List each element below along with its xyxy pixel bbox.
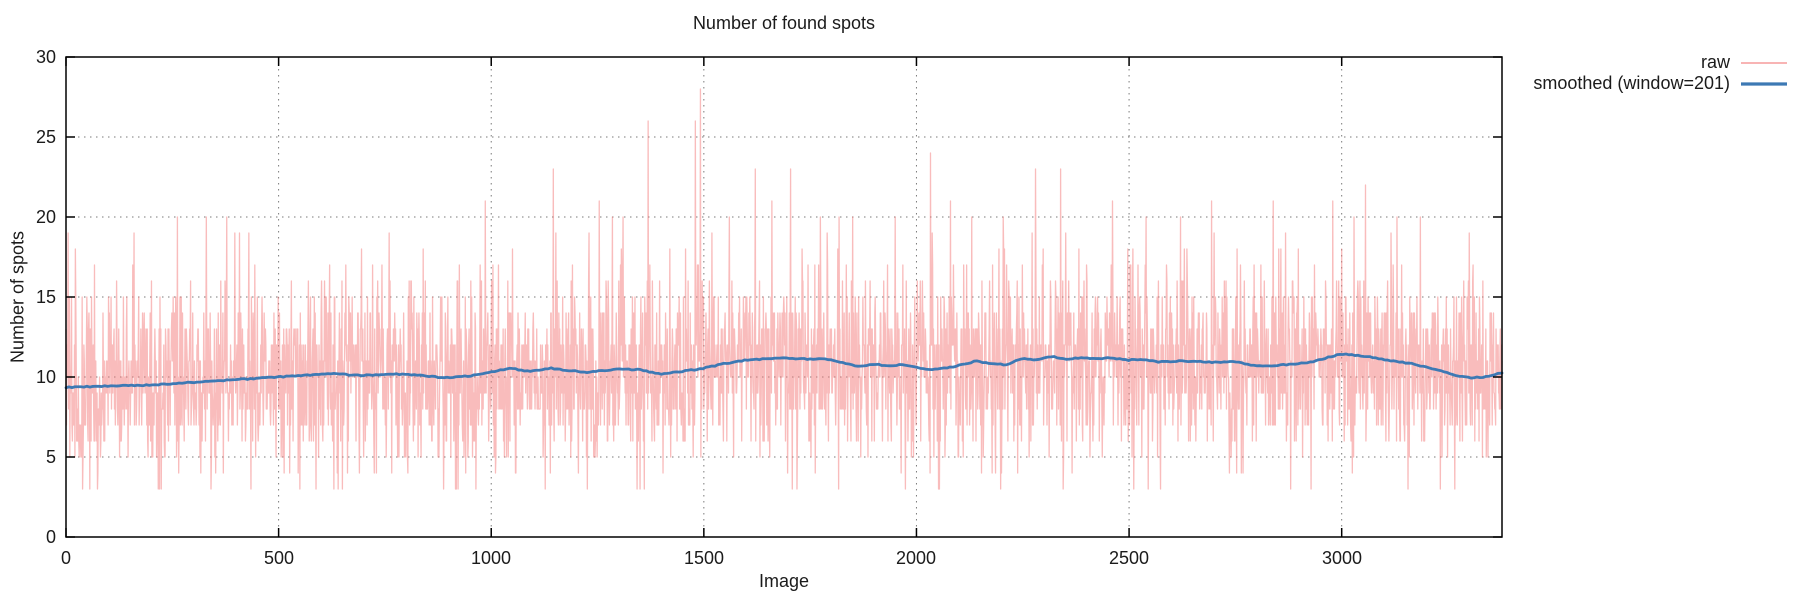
x-tick-label-2500: 2500 [1108, 548, 1150, 568]
y-tick-label-25: 25 [35, 127, 56, 147]
x-axis-title: Image [758, 571, 810, 591]
smoothed-line-sample-icon [1741, 81, 1787, 86]
x-tick-label-1500: 1500 [683, 548, 725, 568]
x-tick-label-1000: 1000 [470, 548, 512, 568]
raw-series-line [65, 88, 1503, 490]
y-tick-label-5: 5 [45, 447, 56, 467]
raw-line-sample-icon [1741, 61, 1787, 64]
y-tick-label-30: 30 [35, 47, 56, 67]
legend-label-smoothed: smoothed (window=201) [1533, 73, 1730, 93]
y-tick-label-10: 10 [35, 367, 56, 387]
x-tick-label-2000: 2000 [895, 548, 937, 568]
y-tick-label-20: 20 [35, 207, 56, 227]
x-tick-label-500: 500 [263, 548, 295, 568]
y-tick-label-15: 15 [35, 287, 56, 307]
legend-label-raw: raw [1700, 52, 1730, 72]
legend-row-smoothed: smoothed (window=201) [1533, 73, 1788, 94]
y-tick-label-0: 0 [45, 527, 56, 547]
smoothed-series-line [64, 352, 1504, 390]
legend-row-raw: raw [1533, 52, 1788, 73]
chart-title: Number of found spots [692, 13, 876, 33]
legend: raw smoothed (window=201) [1533, 52, 1788, 94]
x-tick-label-0: 0 [60, 548, 71, 568]
x-tick-label-3000: 3000 [1321, 548, 1363, 568]
